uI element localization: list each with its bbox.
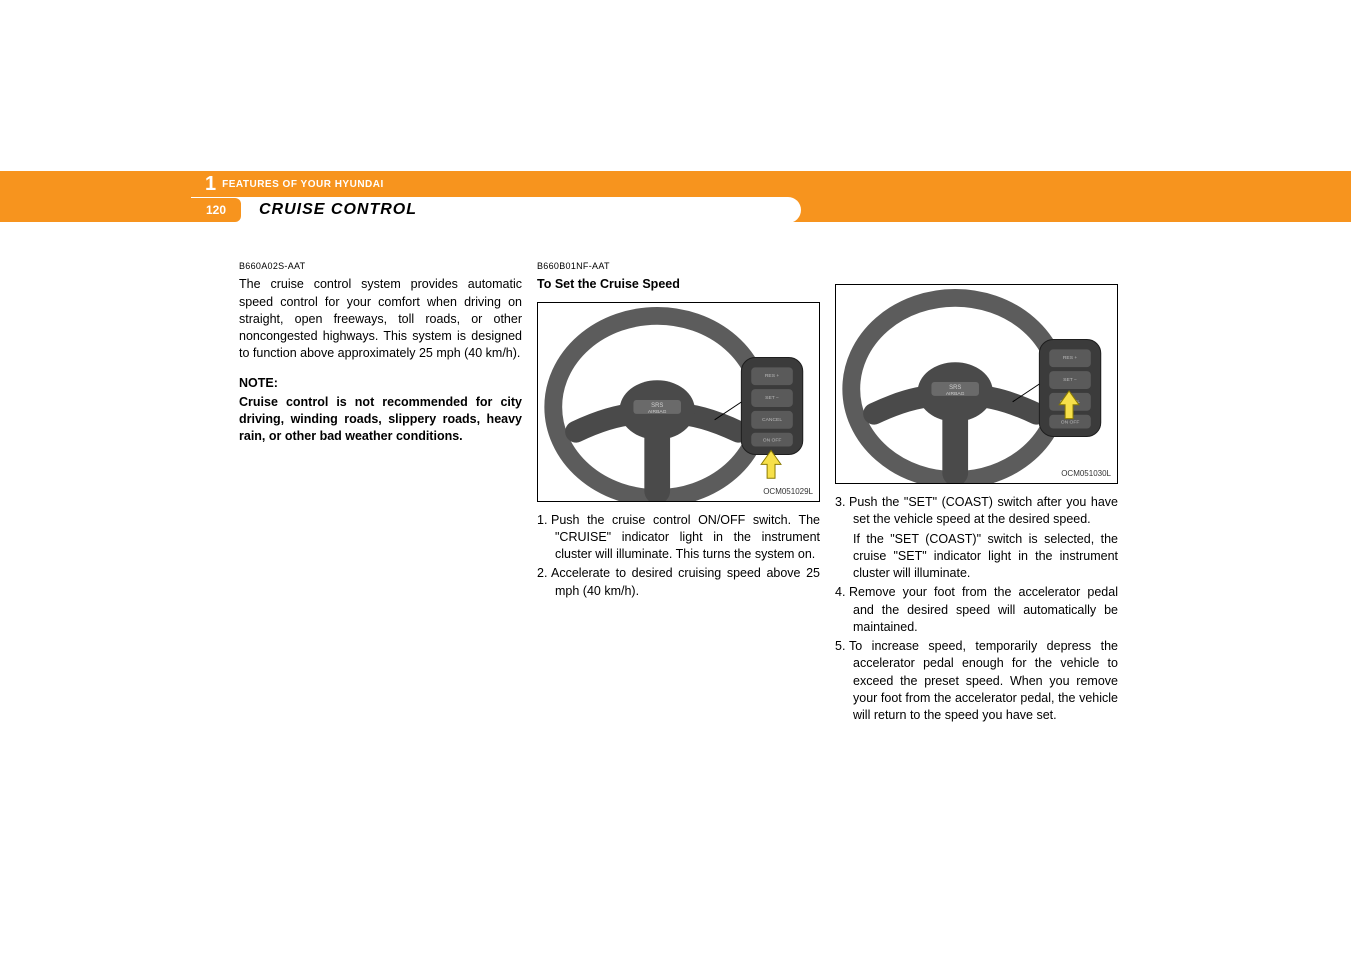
svg-text:AIRBAG: AIRBAG <box>946 391 965 397</box>
list-item: 2.Accelerate to desired cruising speed a… <box>537 565 820 600</box>
figure-label: OCM051030L <box>1061 468 1111 479</box>
list-item: 5.To increase speed, temporarily depress… <box>835 638 1118 724</box>
svg-text:SET −: SET − <box>1063 377 1077 383</box>
instruction-list: 3.Push the "SET" (COAST) switch after yo… <box>835 494 1118 529</box>
svg-text:AIRBAG: AIRBAG <box>648 409 667 415</box>
chapter-number: 1 <box>205 174 216 194</box>
note-heading: NOTE: <box>239 375 522 392</box>
note-body: Cruise control is not recommended for ci… <box>239 394 522 446</box>
column-3: SRS AIRBAG RES + SET − CANCEL ON OFF <box>835 260 1118 726</box>
svg-text:RES +: RES + <box>1063 355 1078 361</box>
figure-steering-wheel-onoff: SRS AIRBAG RES + SET − CANCEL ON OFF <box>537 302 820 502</box>
steering-wheel-icon: SRS AIRBAG RES + SET − CANCEL ON OFF <box>538 303 819 501</box>
column-2: B660B01NF-AAT To Set the Cruise Speed SR… <box>537 260 820 602</box>
list-item-text: Push the "SET" (COAST) switch after you … <box>849 495 1118 526</box>
list-item-text: To increase speed, temporarily depress t… <box>849 639 1118 722</box>
list-item-extra: If the "SET (COAST)" switch is selected,… <box>835 531 1118 583</box>
figure-label: OCM051029L <box>763 486 813 497</box>
list-item-text: Push the cruise control ON/OFF switch. T… <box>551 513 820 562</box>
list-item: 4.Remove your foot from the accelerator … <box>835 584 1118 636</box>
ref-code: B660B01NF-AAT <box>537 260 820 272</box>
svg-text:CANCEL: CANCEL <box>762 416 782 422</box>
section-title: CRUISE CONTROL <box>259 201 417 219</box>
list-item: 3.Push the "SET" (COAST) switch after yo… <box>835 494 1118 529</box>
ref-code: B660A02S-AAT <box>239 260 522 272</box>
list-item-text: Remove your foot from the accelerator pe… <box>849 585 1118 634</box>
svg-text:SET −: SET − <box>765 395 779 401</box>
figure-steering-wheel-set: SRS AIRBAG RES + SET − CANCEL ON OFF <box>835 284 1118 484</box>
svg-text:RES +: RES + <box>765 373 780 379</box>
instruction-list: 4.Remove your foot from the accelerator … <box>835 584 1118 724</box>
manual-page: 1 FEATURES OF YOUR HYUNDAI 120 CRUISE CO… <box>0 0 1351 954</box>
list-item: 1.Push the cruise control ON/OFF switch.… <box>537 512 820 564</box>
instruction-list: 1.Push the cruise control ON/OFF switch.… <box>537 512 820 600</box>
svg-text:ON OFF: ON OFF <box>763 437 782 443</box>
intro-paragraph: The cruise control system provides autom… <box>239 276 522 362</box>
svg-text:SRS: SRS <box>651 403 663 409</box>
chapter-title: FEATURES OF YOUR HYUNDAI <box>222 179 384 190</box>
svg-text:ON OFF: ON OFF <box>1061 420 1080 426</box>
subsection-heading: To Set the Cruise Speed <box>537 276 820 293</box>
chapter-header: 1 FEATURES OF YOUR HYUNDAI <box>191 171 412 197</box>
page-number-badge: 120 <box>191 198 241 222</box>
svg-text:SRS: SRS <box>949 385 961 391</box>
steering-wheel-icon: SRS AIRBAG RES + SET − CANCEL ON OFF <box>836 285 1117 483</box>
column-1: B660A02S-AAT The cruise control system p… <box>239 260 522 446</box>
section-title-tab: 120 CRUISE CONTROL <box>191 197 801 223</box>
list-item-text: Accelerate to desired cruising speed abo… <box>551 566 820 597</box>
